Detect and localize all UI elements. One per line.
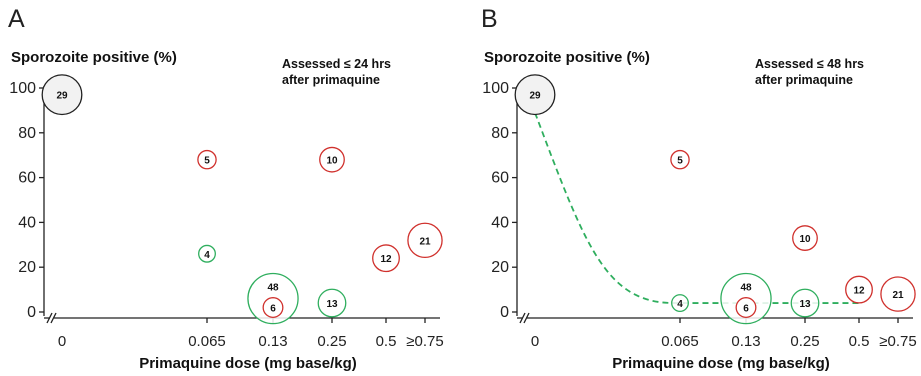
- chart-b-bubble-label: 6: [743, 304, 749, 315]
- chart-a-bubble: [319, 146, 345, 173]
- chart-b-bubble: [670, 149, 690, 170]
- chart-b-bubble: [845, 275, 873, 304]
- chart-b-axis-break-mark: [519, 312, 526, 324]
- chart-a-annotation-line2: after primaquine: [282, 73, 380, 87]
- chart-a-bubble: [198, 244, 216, 263]
- chart-a-bubble: [407, 222, 443, 259]
- chart-b-y-tick-label: 40: [491, 214, 509, 231]
- chart-a-bubble-label: 48: [267, 283, 279, 294]
- chart-b-x-axis-label: Primaquine dose (mg base/kg): [612, 355, 830, 372]
- chart-a-bubble: [372, 244, 400, 273]
- chart-a-y-tick-label: 60: [18, 170, 36, 187]
- chart-a-bubble: [262, 297, 284, 318]
- chart-a-bubble: [41, 74, 83, 116]
- chart-panel-b: B Sporozoite positive (%) Assessed ≤ 48 hr…: [473, 0, 921, 376]
- chart-a-panel-letter: A: [8, 5, 25, 33]
- chart-a-bubble-label: 12: [380, 254, 392, 265]
- chart-b-bubble: [880, 276, 916, 312]
- chart-a-bubble: [197, 149, 217, 170]
- chart-a-bubble-label: 10: [326, 156, 338, 167]
- chart-b-y-tick-label: 20: [491, 259, 509, 276]
- chart-b-svg: B Sporozoite positive (%) Assessed ≤ 48 hr…: [481, 5, 917, 372]
- chart-b-fit-line: [534, 112, 859, 304]
- chart-b-x-tick-label: 0: [531, 333, 539, 350]
- chart-a-y-tick-label: 40: [18, 214, 36, 231]
- chart-a-bubble-label: 6: [270, 304, 276, 315]
- chart-b-bubble-label: 10: [799, 234, 811, 245]
- chart-b-bubble: [790, 288, 820, 318]
- chart-b-title: Sporozoite positive (%): [484, 49, 650, 66]
- chart-b-x-tick-label: 0.065: [661, 333, 699, 350]
- chart-b-y-tick-label: 60: [491, 170, 509, 187]
- chart-b-bubble-label: 48: [740, 283, 752, 294]
- chart-a-bubble: [317, 288, 347, 318]
- chart-b-bubble-label: 5: [677, 156, 683, 167]
- chart-a-axis-break-mark: [46, 312, 53, 324]
- chart-b-bubble-label: 21: [892, 290, 904, 301]
- chart-b-bubble-label: 13: [799, 299, 811, 310]
- chart-a-x-axis-label: Primaquine dose (mg base/kg): [139, 355, 357, 372]
- chart-b-y-tick-label: 80: [491, 125, 509, 142]
- chart-b-x-tick-label: 0.13: [731, 333, 760, 350]
- chart-a-x-tick-label: 0.065: [188, 333, 226, 350]
- chart-a-bubble-label: 5: [204, 156, 210, 167]
- chart-a-x-tick-label: 0.5: [376, 333, 397, 350]
- chart-b-bubble: [792, 225, 818, 251]
- chart-a-x-tick-label: ≥0.75: [406, 333, 443, 350]
- chart-b-bubble-label: 29: [529, 91, 541, 102]
- chart-b-bubble: [671, 294, 689, 312]
- chart-a-x-tick-label: 0.25: [317, 333, 346, 350]
- chart-b-y-tick-label: 100: [482, 80, 509, 97]
- chart-b-axis-break-mark: [523, 312, 530, 324]
- chart-a-x-tick-label: 0.13: [258, 333, 287, 350]
- chart-b-bubble: [514, 74, 556, 116]
- chart-a-x-tick-label: 0: [58, 333, 66, 350]
- chart-b-x-tick-label: 0.25: [790, 333, 819, 350]
- chart-b-annotation-line1: Assessed ≤ 48 hrs: [755, 57, 864, 71]
- chart-b-y-tick-label: 0: [500, 304, 509, 321]
- chart-b-bubble: [735, 297, 757, 318]
- chart-b-bubble-label: 12: [853, 286, 865, 297]
- chart-a-y-tick-label: 80: [18, 125, 36, 142]
- chart-a-axis-break-mark: [50, 312, 57, 324]
- chart-b-x-tick-label: 0.5: [849, 333, 870, 350]
- chart-b-annotation-line2: after primaquine: [755, 73, 853, 87]
- chart-b-x-tick-label: ≥0.75: [879, 333, 916, 350]
- chart-a-bubble-label: 21: [419, 236, 431, 247]
- chart-a-annotation-line1: Assessed ≤ 24 hrs: [282, 57, 391, 71]
- chart-a-svg: A Sporozoite positive (%) Assessed ≤ 24 hr…: [8, 5, 444, 372]
- chart-panel-a: A Sporozoite positive (%) Assessed ≤ 24 hr…: [0, 0, 460, 376]
- chart-b-bubble-label: 4: [677, 299, 683, 310]
- chart-a-y-tick-label: 20: [18, 259, 36, 276]
- chart-a-bubble-label: 13: [326, 299, 338, 310]
- chart-a-y-tick-label: 0: [27, 304, 36, 321]
- chart-a-title: Sporozoite positive (%): [11, 49, 177, 66]
- chart-a-y-tick-label: 100: [9, 80, 36, 97]
- chart-a-bubble-label: 4: [204, 250, 210, 261]
- chart-a-bubble-label: 29: [56, 91, 68, 102]
- chart-b-panel-letter: B: [481, 5, 498, 33]
